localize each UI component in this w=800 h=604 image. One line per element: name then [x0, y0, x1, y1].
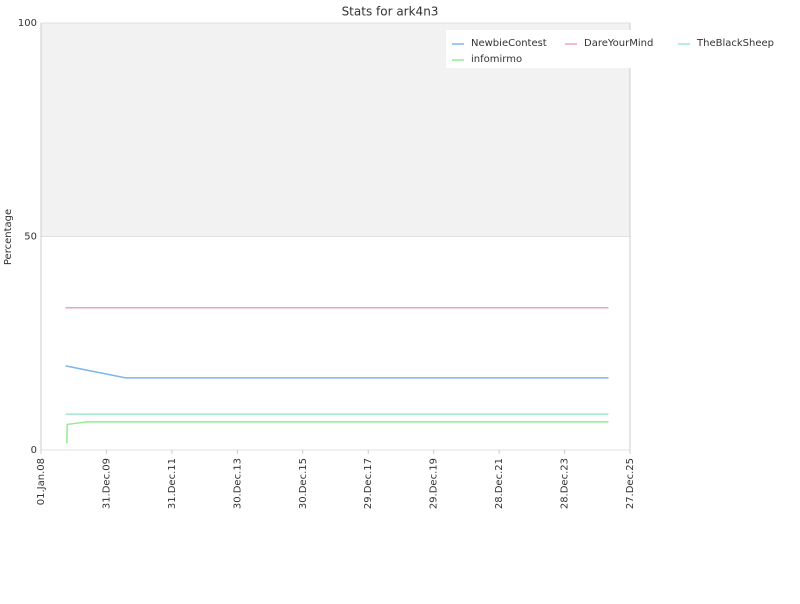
x-tick-label: 27.Dec.25 [625, 458, 636, 509]
y-tick-label: 50 [24, 232, 37, 243]
x-tick-label: 31.Dec.11 [167, 458, 178, 509]
x-tick-label: 28.Dec.21 [494, 458, 505, 509]
x-tick-label: 30.Dec.15 [298, 458, 309, 509]
y-tick-label: 100 [18, 18, 37, 29]
x-tick-label: 29.Dec.17 [363, 458, 374, 509]
legend-label: DareYourMind [584, 38, 653, 49]
y-axis-label: Percentage [3, 209, 14, 265]
x-tick-label: 01.Jan.08 [36, 458, 47, 505]
chart-title: Stats for ark4n3 [342, 5, 439, 19]
legend-label: NewbieContest [471, 38, 547, 49]
x-tick-label: 30.Dec.13 [232, 458, 243, 509]
legend-label: TheBlackSheep [696, 38, 774, 49]
x-tick-label: 29.Dec.19 [429, 458, 440, 509]
legend-label: infomirmo [471, 54, 522, 65]
legend-box [446, 30, 800, 68]
line-series [65, 365, 609, 379]
line-series [66, 421, 609, 444]
x-tick-label: 28.Dec.23 [560, 458, 571, 509]
y-tick-label: 0 [31, 445, 37, 456]
x-tick-label: 31.Dec.09 [101, 458, 112, 509]
